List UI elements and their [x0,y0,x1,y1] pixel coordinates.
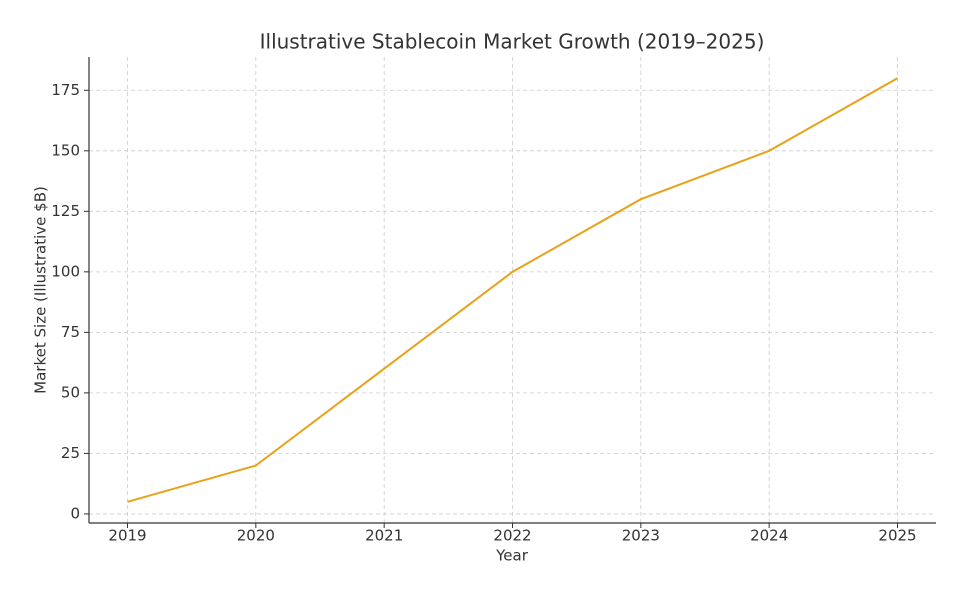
x-tick-label: 2021 [365,527,403,545]
y-tick-label: 50 [61,383,80,401]
x-tick-label: 2023 [622,527,660,545]
x-tick-label: 2020 [237,527,275,545]
y-tick-label: 0 [70,504,80,522]
x-axis-label: Year [495,547,529,565]
x-tick-label: 2024 [750,527,788,545]
y-tick-label: 150 [51,141,80,159]
y-axis-label: Market Size (Illustrative $B) [32,186,50,394]
chart-title: Illustrative Stablecoin Market Growth (2… [260,30,765,54]
y-tick-label: 125 [51,202,80,220]
data-line [127,77,898,503]
y-tick-label: 25 [61,444,80,462]
x-tick-label: 2022 [493,527,531,545]
y-tick-label: 75 [61,323,80,341]
y-tick-label: 100 [51,262,80,280]
x-tick-label: 2025 [878,527,916,545]
x-tick-label: 2019 [108,527,146,545]
y-tick-label: 175 [51,81,80,99]
